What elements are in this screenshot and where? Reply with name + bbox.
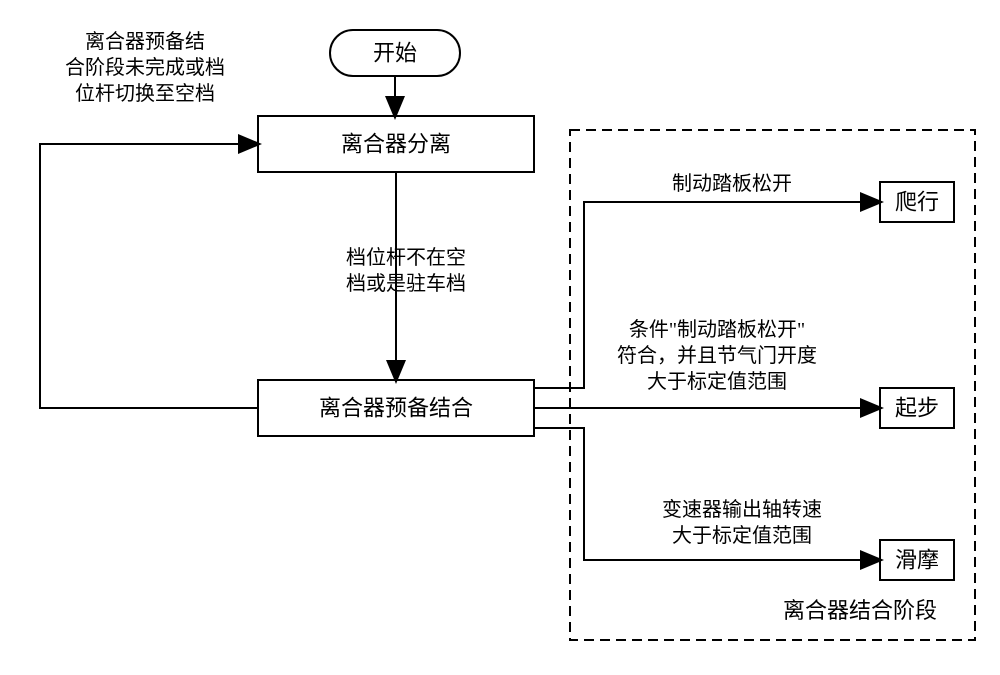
node-label-prepare: 离合器预备结合 [319,396,473,421]
edge-label-slip: 变速器输出轴转速 [662,498,822,521]
node-label-crawl: 爬行 [895,190,939,215]
edge-label-slip: 大于标定值范围 [672,524,812,547]
node-label-launch: 起步 [895,396,939,421]
edge-label-back: 位杆切换至空档 [75,82,215,105]
edge-label-sep-prep: 档位杆不在空 [346,246,466,269]
node-label-slip: 滑摩 [895,548,939,573]
edge-label-launch: 符合，并且节气门开度 [617,344,817,367]
edge-label-launch: 大于标定值范围 [647,370,787,393]
group-label: 离合器结合阶段 [783,598,937,623]
edge-label-back: 合阶段未完成或档 [65,56,225,79]
node-label-separate: 离合器分离 [341,132,451,157]
edge-prep-back [40,144,258,408]
start-label: 开始 [373,41,417,66]
edge-label-launch: 条件"制动踏板松开" [629,318,805,341]
edge-label-crawl: 制动踏板松开 [672,172,792,195]
edge-label-sep-prep: 档或是驻车档 [346,272,466,295]
edge-label-back: 离合器预备结 [85,30,205,53]
